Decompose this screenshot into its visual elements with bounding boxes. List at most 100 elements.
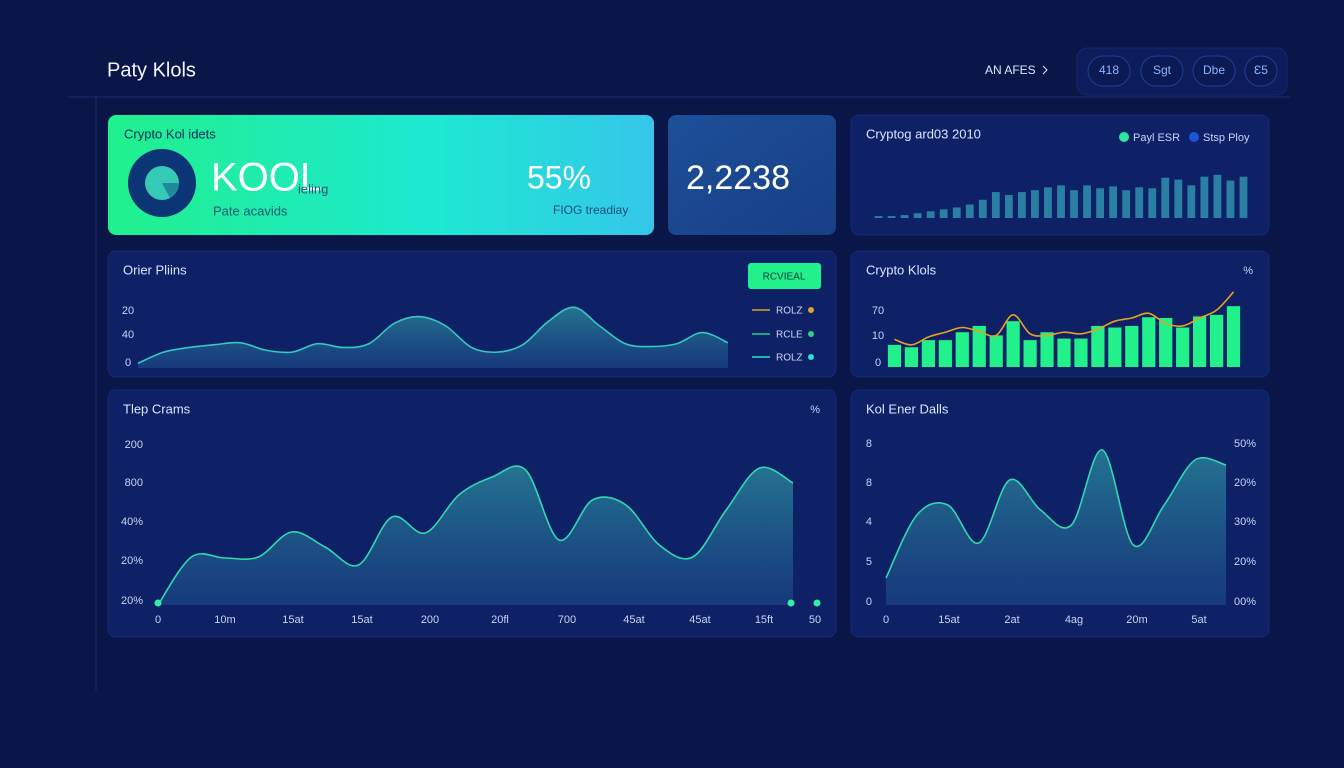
bar [926, 211, 935, 218]
y2-tick-label: 20% [1234, 556, 1256, 568]
card-small-text: ieling [298, 181, 328, 196]
card-value: 2,2238 [686, 159, 790, 197]
bar [904, 347, 919, 367]
chart-title: Orier Pliins [123, 262, 187, 277]
header-button[interactable] [1192, 55, 1236, 87]
x-tick-label: 15ft [755, 614, 773, 626]
x-tick-label: 15at [938, 614, 959, 626]
y-tick-label: 40% [121, 516, 143, 528]
marker-dot [813, 599, 821, 607]
y-tick-label: 0 [866, 596, 872, 608]
card-title: Crypto Kol idets [124, 126, 216, 141]
bar [972, 325, 986, 367]
chart-title: Crypto Klols [866, 262, 937, 277]
legend-label: Stsp Ploy [1203, 132, 1250, 144]
header-button-label[interactable]: 418 [1099, 63, 1119, 77]
bar [978, 199, 987, 218]
y-tick-label: 20 [122, 305, 134, 317]
y-tick-label: 10 [872, 330, 884, 342]
card-stat-caption: FIOG treadiay [553, 203, 628, 217]
button[interactable] [748, 263, 821, 289]
bar [1226, 306, 1241, 367]
y-tick-label: 4 [866, 516, 872, 528]
chart-title: Kol Ener Dalls [866, 401, 949, 416]
bar [952, 207, 961, 218]
y-tick-label: 8 [866, 438, 872, 450]
bar [1057, 338, 1071, 367]
y-tick-label: 200 [125, 439, 143, 451]
chevron-icon [1042, 65, 1048, 75]
line [137, 306, 729, 365]
bar [991, 192, 1000, 218]
card-caption: Pate acavids [213, 203, 288, 218]
y-tick-label: 40 [122, 329, 134, 341]
legend-label: ROLZ [776, 306, 803, 317]
y2-tick-label: 20% [1234, 477, 1256, 489]
y-tick-label: 0 [125, 357, 131, 369]
corner-label: % [810, 404, 820, 416]
area [158, 466, 793, 605]
bar [900, 215, 909, 218]
chart-title: Tlep Crams [123, 401, 191, 416]
nav-link[interactable]: AN AFES [985, 63, 1036, 77]
x-tick-label: 45at [689, 614, 710, 626]
x-tick-label: 5at [1191, 614, 1206, 626]
bar [1161, 177, 1170, 218]
x-tick-label: 45at [623, 614, 644, 626]
bar [1044, 187, 1052, 218]
legend-label: RCLE [776, 330, 803, 341]
y2-tick-label: 00% [1234, 596, 1256, 608]
bar [938, 340, 952, 367]
y2-tick-label: 30% [1234, 516, 1256, 528]
bar [887, 344, 902, 367]
x-tick-label: 20fl [491, 614, 509, 626]
bar [1193, 316, 1207, 367]
bar [921, 340, 935, 367]
line [885, 449, 1227, 579]
bar [1200, 176, 1209, 218]
legend-swatch [1119, 132, 1129, 142]
card-stat: 55% [527, 159, 591, 195]
x-tick-label: 700 [558, 614, 576, 626]
bar [913, 213, 922, 218]
bar [1226, 180, 1235, 218]
chart-title: Cryptog ard03 2010 [866, 126, 981, 141]
bar [1004, 194, 1013, 218]
y-tick-label: 8 [866, 477, 872, 489]
card-big-text: KOOL [211, 156, 322, 200]
panel [107, 250, 837, 378]
legend-label: Payl ESR [1133, 132, 1180, 144]
legend-dot [808, 354, 814, 360]
header-button-label[interactable]: Sgt [1153, 63, 1172, 77]
bar [1213, 174, 1222, 218]
bar [1109, 186, 1118, 218]
header-button[interactable] [1140, 55, 1184, 87]
y-tick-label: 20% [121, 595, 143, 607]
x-tick-label: 4ag [1065, 614, 1083, 626]
y-tick-label: 800 [125, 477, 143, 489]
area [886, 449, 1226, 605]
kpi-card [108, 115, 654, 235]
legend-dot [808, 331, 814, 337]
bar [1040, 332, 1054, 367]
app-title: Paty Klols [107, 59, 196, 81]
bar [1122, 190, 1131, 218]
bar [1096, 188, 1105, 218]
line [894, 291, 1235, 346]
header-button-label[interactable]: Ɛ5 [1254, 63, 1268, 77]
header-button[interactable] [1087, 55, 1131, 87]
bar [1017, 192, 1026, 218]
button-label[interactable]: RCVIEAL [763, 272, 806, 283]
bar [1148, 188, 1157, 218]
bar [955, 332, 969, 367]
bar [1108, 327, 1122, 367]
header-button-label[interactable]: Dbe [1203, 63, 1225, 77]
bar [1159, 318, 1173, 367]
donut-icon [162, 183, 179, 198]
bar [1057, 185, 1065, 218]
bar [1187, 185, 1196, 218]
bar [1176, 327, 1190, 367]
legend-label: ROLZ [776, 353, 803, 364]
header-button[interactable] [1244, 55, 1278, 87]
